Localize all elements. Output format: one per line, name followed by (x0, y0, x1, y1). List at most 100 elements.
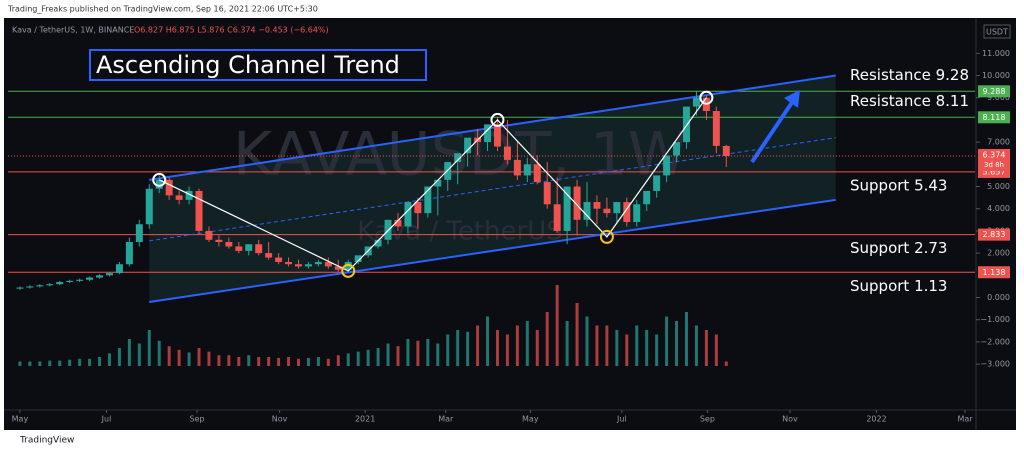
x-tick-label: Mar (438, 415, 454, 424)
pivot (599, 229, 614, 244)
level-tag-label: 1.138 (983, 268, 1006, 277)
chart-panel (4, 18, 1016, 430)
y-tick-label: −1.000 (980, 315, 1010, 324)
volume-bar (177, 349, 181, 366)
x-tick-label: May (12, 415, 29, 424)
level-label: Resistance 8.11 (850, 92, 969, 110)
volume-bar (297, 358, 300, 366)
candle-body (255, 244, 263, 254)
candle-body (643, 190, 651, 205)
arrow-head (784, 90, 800, 108)
candle-body (76, 279, 84, 281)
candle-body (195, 190, 203, 231)
candle-body (374, 239, 382, 247)
volume-bar (336, 355, 340, 366)
volume-bar (396, 346, 400, 366)
candle-body (563, 186, 571, 231)
volume-bar (326, 358, 330, 366)
volume-bar (635, 325, 639, 366)
volume-bar (525, 321, 529, 366)
candle-body (265, 253, 273, 258)
title-box (89, 49, 427, 81)
volume-bar (257, 357, 261, 366)
x-tick-label: Jul (616, 415, 627, 424)
x-tick-label: Sep (189, 415, 204, 424)
candle-body (523, 164, 531, 176)
y-tick-label: 9.000 (987, 93, 1010, 102)
candle-body (185, 190, 193, 200)
candle-body (543, 182, 551, 205)
y-tick-label: 4.000 (987, 204, 1010, 213)
level-tag (978, 111, 1010, 124)
volume-bar (107, 353, 111, 366)
candle-body (344, 261, 352, 270)
candle-body (175, 195, 183, 200)
candle-body (683, 106, 690, 143)
volume-bar (28, 361, 32, 366)
candle-body (484, 124, 492, 143)
candle-body (36, 285, 44, 287)
ohlc-line: O6.827 H6.875 L5.876 C6.374 −0.453 (−6.6… (134, 26, 329, 35)
pivot (341, 263, 356, 278)
currency: USDT (986, 28, 1008, 37)
last-price-label: 6.374 (983, 151, 1006, 160)
candle-body (573, 186, 581, 220)
countdown: 3d 8h (984, 161, 1004, 169)
y-tick-label: 11.000 (982, 49, 1010, 58)
candle-body (354, 255, 362, 262)
volume-bar (127, 339, 131, 366)
volume-bar (157, 340, 161, 366)
volume-bar (386, 343, 390, 366)
volume-bar (197, 348, 201, 366)
candle-body (46, 284, 54, 286)
candle-body (692, 97, 700, 107)
volume-bar (68, 359, 72, 366)
brand: TradingView (19, 436, 74, 446)
volume-bar (585, 316, 589, 366)
volume-bar (655, 334, 659, 366)
candle-body (424, 186, 432, 214)
pivot (152, 172, 167, 187)
chart-title: Ascending Channel Trend (96, 51, 400, 79)
candle-body (135, 224, 143, 243)
volume-bar (247, 355, 251, 366)
volume-bar (665, 316, 669, 366)
candle-body (613, 202, 621, 214)
arrow (750, 96, 797, 164)
candle-body (593, 202, 601, 209)
volume-bar (545, 312, 549, 366)
candle-body (155, 179, 163, 189)
candle-body (225, 242, 233, 247)
x-tick-label: 2021 (355, 415, 375, 424)
volume-bar (565, 321, 569, 366)
volume-bar (515, 325, 519, 366)
candle-body (663, 155, 671, 176)
volume-bar (366, 349, 370, 366)
candle-body (304, 264, 312, 267)
channel-mid (149, 137, 836, 242)
x-tick-label: Nov (272, 415, 288, 424)
candle-body (56, 281, 64, 285)
y-tick-label: 10.000 (982, 71, 1010, 80)
volume-bar (217, 355, 221, 366)
volume-bar (78, 358, 82, 366)
volume-bar (714, 334, 718, 366)
channel-line (149, 198, 836, 303)
volume-bar (436, 343, 440, 366)
candle-body (603, 208, 611, 214)
volume-bar (704, 330, 708, 366)
candle-body (404, 202, 412, 227)
volume-bar (356, 351, 360, 366)
x-tick-label: Mar (958, 415, 974, 424)
candle-body (215, 239, 223, 243)
candle-body (623, 202, 631, 223)
volume-bar (376, 348, 380, 366)
candle-body (503, 146, 511, 160)
x-tick-label: Nov (782, 415, 798, 424)
volume-bar (724, 361, 728, 366)
volume-bar (18, 361, 22, 366)
volume-bar (615, 330, 619, 366)
header: Trading_Freaks published on TradingView.… (7, 5, 318, 14)
volume-bar (48, 360, 52, 366)
volume-bar (456, 330, 460, 366)
